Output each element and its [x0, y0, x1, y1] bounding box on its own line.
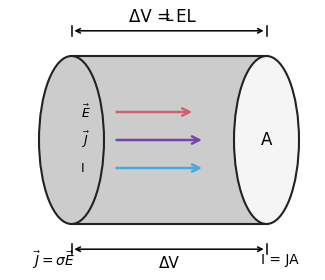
- Text: $\vec{J} = \sigma\vec{E}$: $\vec{J} = \sigma\vec{E}$: [32, 249, 75, 271]
- Text: $\vec{E}$: $\vec{E}$: [81, 103, 91, 121]
- Text: L: L: [165, 9, 173, 24]
- Ellipse shape: [39, 56, 104, 224]
- Polygon shape: [72, 56, 266, 224]
- Text: ΔV: ΔV: [159, 256, 179, 271]
- Text: ΔV = EL: ΔV = EL: [129, 8, 196, 26]
- Text: I = JA: I = JA: [261, 253, 299, 267]
- Ellipse shape: [234, 56, 299, 224]
- Text: I: I: [81, 162, 85, 174]
- Text: $\vec{J}$: $\vec{J}$: [81, 130, 91, 150]
- Text: A: A: [261, 131, 272, 149]
